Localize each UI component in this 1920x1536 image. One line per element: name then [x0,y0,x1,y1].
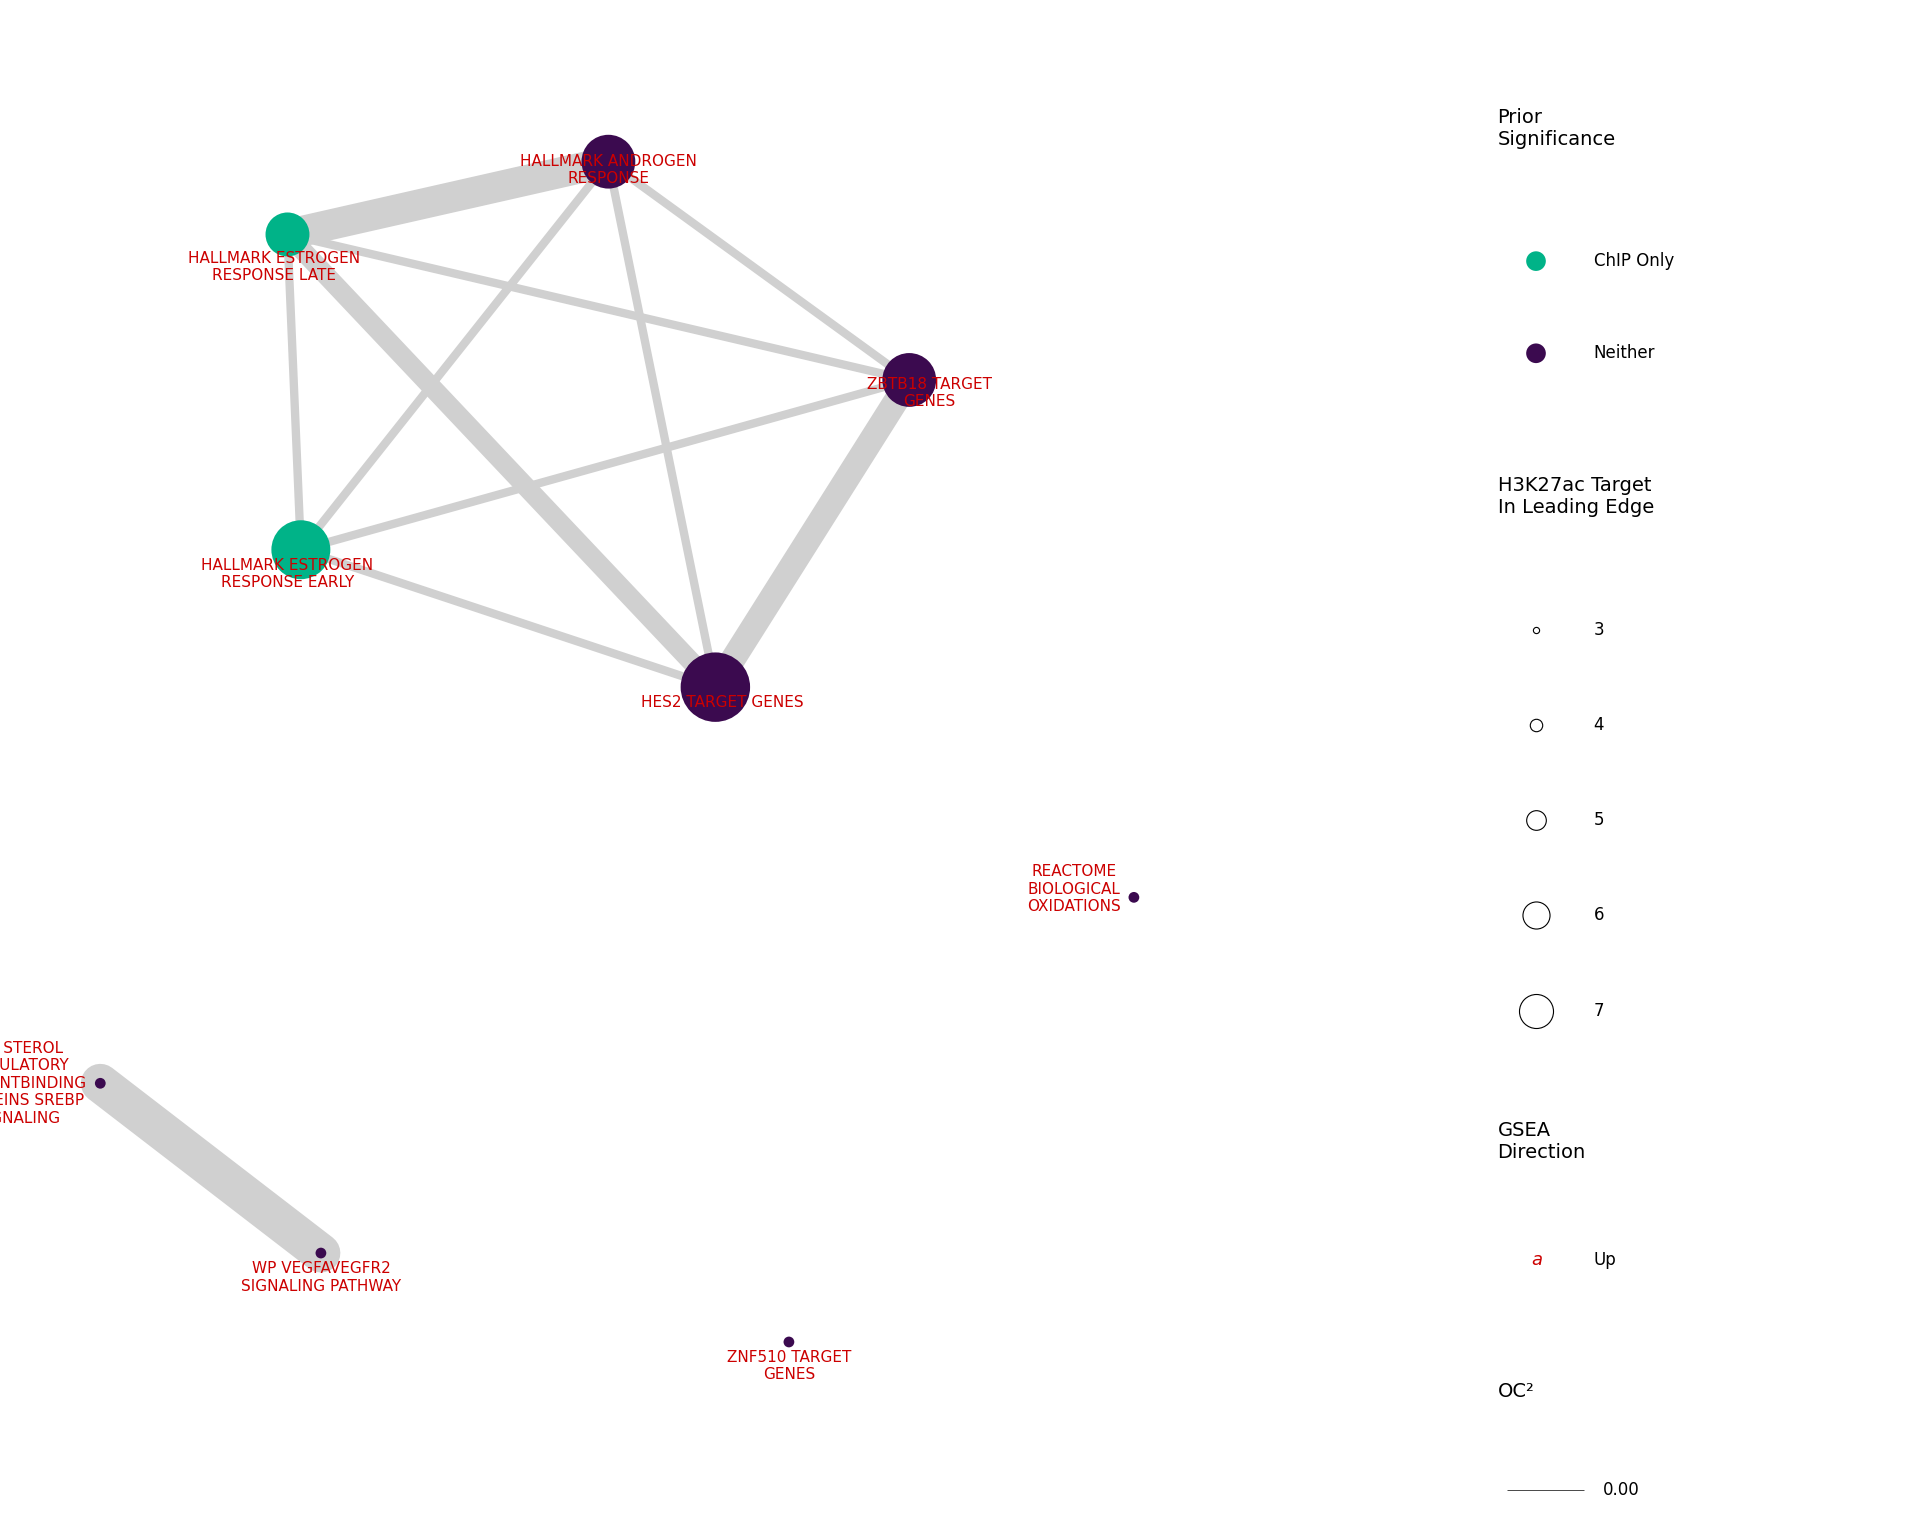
Text: ZNF510 TARGET
GENES: ZNF510 TARGET GENES [728,1350,851,1382]
Point [1521,249,1551,273]
Point [305,1241,336,1266]
Text: HALLMARK ESTROGEN
RESPONSE EARLY: HALLMARK ESTROGEN RESPONSE EARLY [202,558,374,590]
Point [593,149,624,174]
Text: H3K27ac Target
In Leading Edge: H3K27ac Target In Leading Edge [1498,476,1653,518]
Text: WP STEROL
REGULATORY
ELEMENTBINDING
PROTEINS SREBP
SIGNALING: WP STEROL REGULATORY ELEMENTBINDING PROT… [0,1041,86,1126]
Text: HES2 TARGET GENES: HES2 TARGET GENES [641,696,803,710]
Text: ZBTB18 TARGET
GENES: ZBTB18 TARGET GENES [866,376,993,409]
Text: HALLMARK ESTROGEN
RESPONSE LATE: HALLMARK ESTROGEN RESPONSE LATE [188,250,361,283]
Point [1521,808,1551,833]
Point [273,223,303,247]
Text: Prior
Significance: Prior Significance [1498,108,1617,149]
Point [1521,713,1551,737]
Text: WP VEGFAVEGFR2
SIGNALING PATHWAY: WP VEGFAVEGFR2 SIGNALING PATHWAY [240,1261,401,1293]
Point [1521,617,1551,642]
Text: REACTOME
BIOLOGICAL
OXIDATIONS: REACTOME BIOLOGICAL OXIDATIONS [1027,865,1121,914]
Point [701,674,732,699]
Text: 5: 5 [1594,811,1603,829]
Point [286,538,317,562]
Point [84,1071,115,1095]
Text: 3: 3 [1594,621,1605,639]
Point [1521,998,1551,1023]
Text: 6: 6 [1594,906,1603,925]
Point [1521,341,1551,366]
Text: 0.00: 0.00 [1603,1481,1640,1499]
Text: Neither: Neither [1594,344,1655,362]
Point [1119,885,1150,909]
Text: GSEA
Direction: GSEA Direction [1498,1121,1586,1163]
Text: Up: Up [1594,1250,1617,1269]
Text: a: a [1532,1250,1542,1269]
Text: ChIP Only: ChIP Only [1594,252,1674,270]
Text: OC²: OC² [1498,1382,1534,1401]
Point [1521,903,1551,928]
Text: 7: 7 [1594,1001,1603,1020]
Point [774,1330,804,1355]
Text: HALLMARK ANDROGEN
RESPONSE: HALLMARK ANDROGEN RESPONSE [520,154,697,186]
Point [895,367,925,392]
Text: 4: 4 [1594,716,1603,734]
